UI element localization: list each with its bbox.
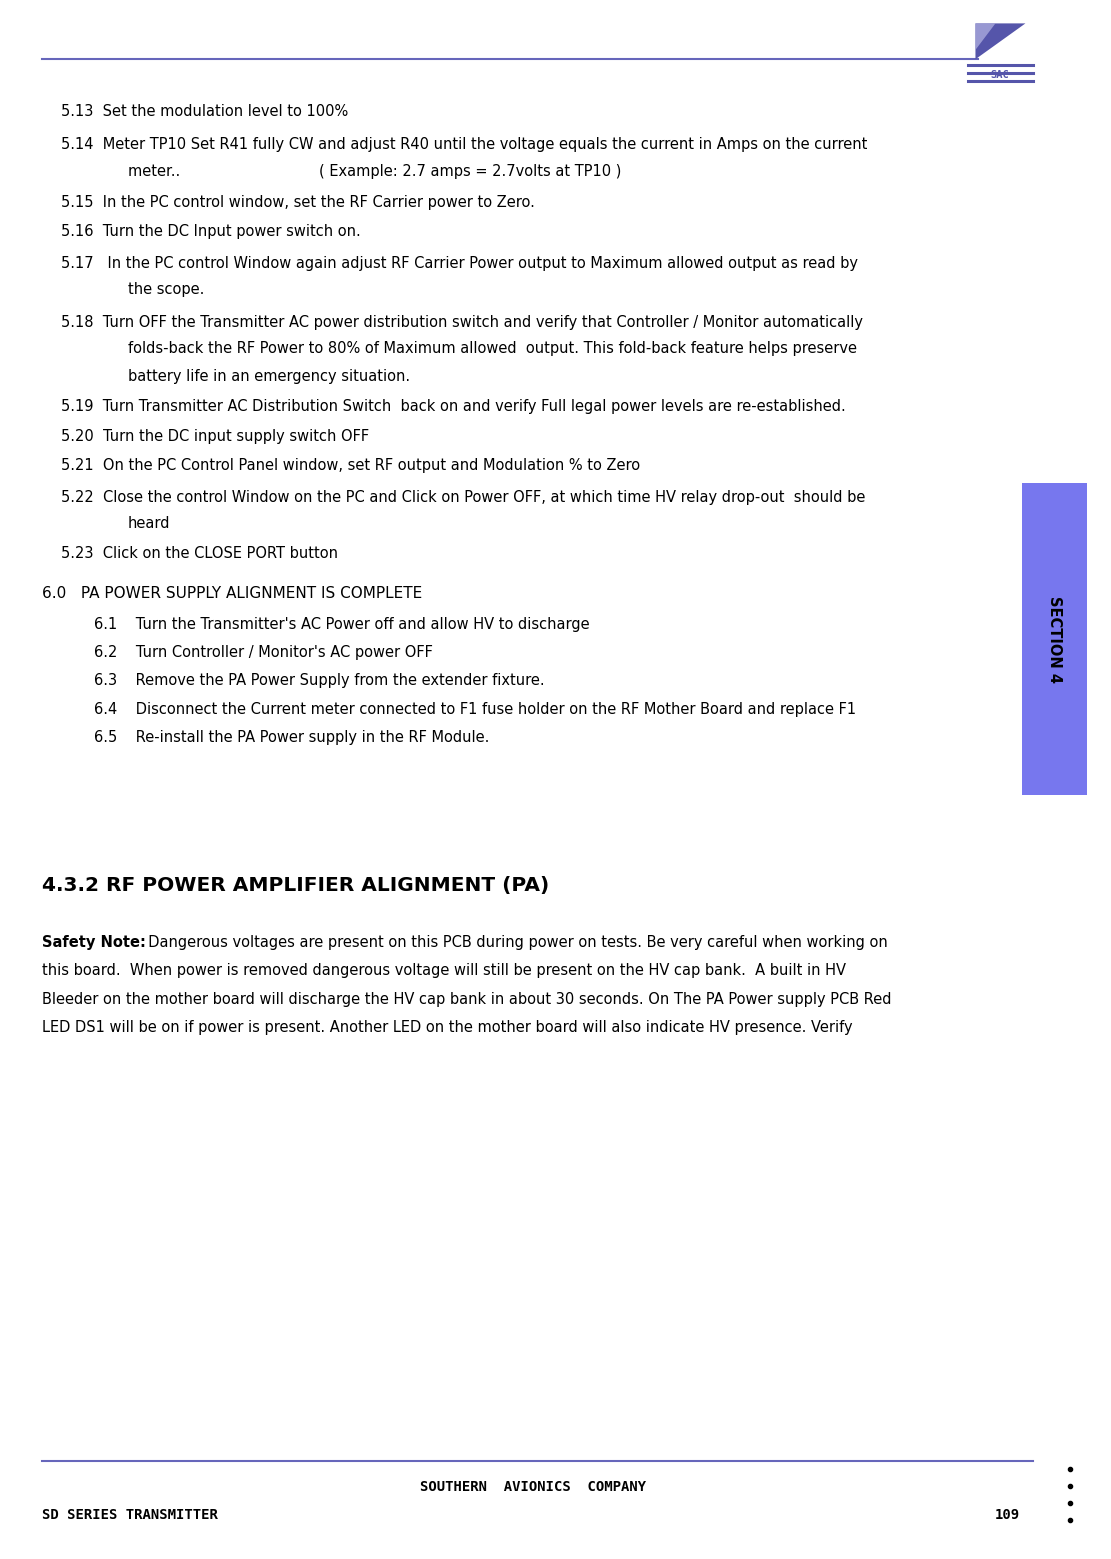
Bar [1022,483,1087,795]
Text: LED DS1 will be on if power is present. Another LED on the mother board will als: LED DS1 will be on if power is present. … [42,1020,853,1035]
Text: 5.20  Turn the DC input supply switch OFF: 5.20 Turn the DC input supply switch OFF [61,429,369,444]
Text: 6.0   PA POWER SUPPLY ALIGNMENT IS COMPLETE: 6.0 PA POWER SUPPLY ALIGNMENT IS COMPLET… [42,586,422,602]
Text: 6.5    Re-install the PA Power supply in the RF Module.: 6.5 Re-install the PA Power supply in th… [94,730,490,745]
Text: 5.14  Meter TP10 Set R41 fully CW and adjust R40 until the voltage equals the cu: 5.14 Meter TP10 Set R41 fully CW and adj… [61,137,868,153]
Text: 6.2    Turn Controller / Monitor's AC power OFF: 6.2 Turn Controller / Monitor's AC power… [94,645,433,661]
Text: 5.15  In the PC control window, set the RF Carrier power to Zero.: 5.15 In the PC control window, set the R… [61,195,536,210]
Text: Bleeder on the mother board will discharge the HV cap bank in about 30 seconds. : Bleeder on the mother board will dischar… [42,992,892,1007]
Text: Dangerous voltages are present on this PCB during power on tests. Be very carefu: Dangerous voltages are present on this P… [140,935,888,951]
Text: 6.3    Remove the PA Power Supply from the extender fixture.: 6.3 Remove the PA Power Supply from the … [94,673,546,689]
Text: 5.22  Close the control Window on the PC and Click on Power OFF, at which time H: 5.22 Close the control Window on the PC … [61,490,865,505]
Text: the scope.: the scope. [128,282,204,298]
Text: 4.3.2 RF POWER AMPLIFIER ALIGNMENT (PA): 4.3.2 RF POWER AMPLIFIER ALIGNMENT (PA) [42,876,550,895]
Text: 109: 109 [994,1509,1020,1522]
Text: SD SERIES TRANSMITTER: SD SERIES TRANSMITTER [42,1509,218,1522]
Text: meter..                              ( Example: 2.7 amps = 2.7volts at TP10 ): meter.. ( Example: 2.7 amps = 2.7volts a… [128,164,621,179]
Text: 6.1    Turn the Transmitter's AC Power off and allow HV to discharge: 6.1 Turn the Transmitter's AC Power off … [94,617,590,633]
Text: 5.23  Click on the CLOSE PORT button: 5.23 Click on the CLOSE PORT button [61,546,338,561]
Text: this board.  When power is removed dangerous voltage will still be present on th: this board. When power is removed danger… [42,963,847,979]
Polygon shape [975,23,995,50]
Text: SAC: SAC [991,70,1009,80]
Text: SECTION 4: SECTION 4 [1047,596,1062,683]
Text: 6.4    Disconnect the Current meter connected to F1 fuse holder on the RF Mother: 6.4 Disconnect the Current meter connect… [94,702,857,717]
Text: SOUTHERN  AVIONICS  COMPANY: SOUTHERN AVIONICS COMPANY [420,1481,647,1494]
Text: Safety Note:: Safety Note: [42,935,146,951]
Polygon shape [975,23,1025,59]
Text: folds-back the RF Power to 80% of Maximum allowed  output. This fold-back featur: folds-back the RF Power to 80% of Maximu… [128,341,857,357]
Text: 5.17   In the PC control Window again adjust RF Carrier Power output to Maximum : 5.17 In the PC control Window again adju… [61,256,858,271]
Text: 5.13  Set the modulation level to 100%: 5.13 Set the modulation level to 100% [61,104,349,120]
Text: 5.19  Turn Transmitter AC Distribution Switch  back on and verify Full legal pow: 5.19 Turn Transmitter AC Distribution Sw… [61,399,845,415]
Text: battery life in an emergency situation.: battery life in an emergency situation. [128,369,410,385]
Text: 5.16  Turn the DC Input power switch on.: 5.16 Turn the DC Input power switch on. [61,224,361,240]
Text: 5.21  On the PC Control Panel window, set RF output and Modulation % to Zero: 5.21 On the PC Control Panel window, set… [61,458,640,474]
Text: heard: heard [128,516,170,532]
Text: 5.18  Turn OFF the Transmitter AC power distribution switch and verify that Cont: 5.18 Turn OFF the Transmitter AC power d… [61,315,863,331]
